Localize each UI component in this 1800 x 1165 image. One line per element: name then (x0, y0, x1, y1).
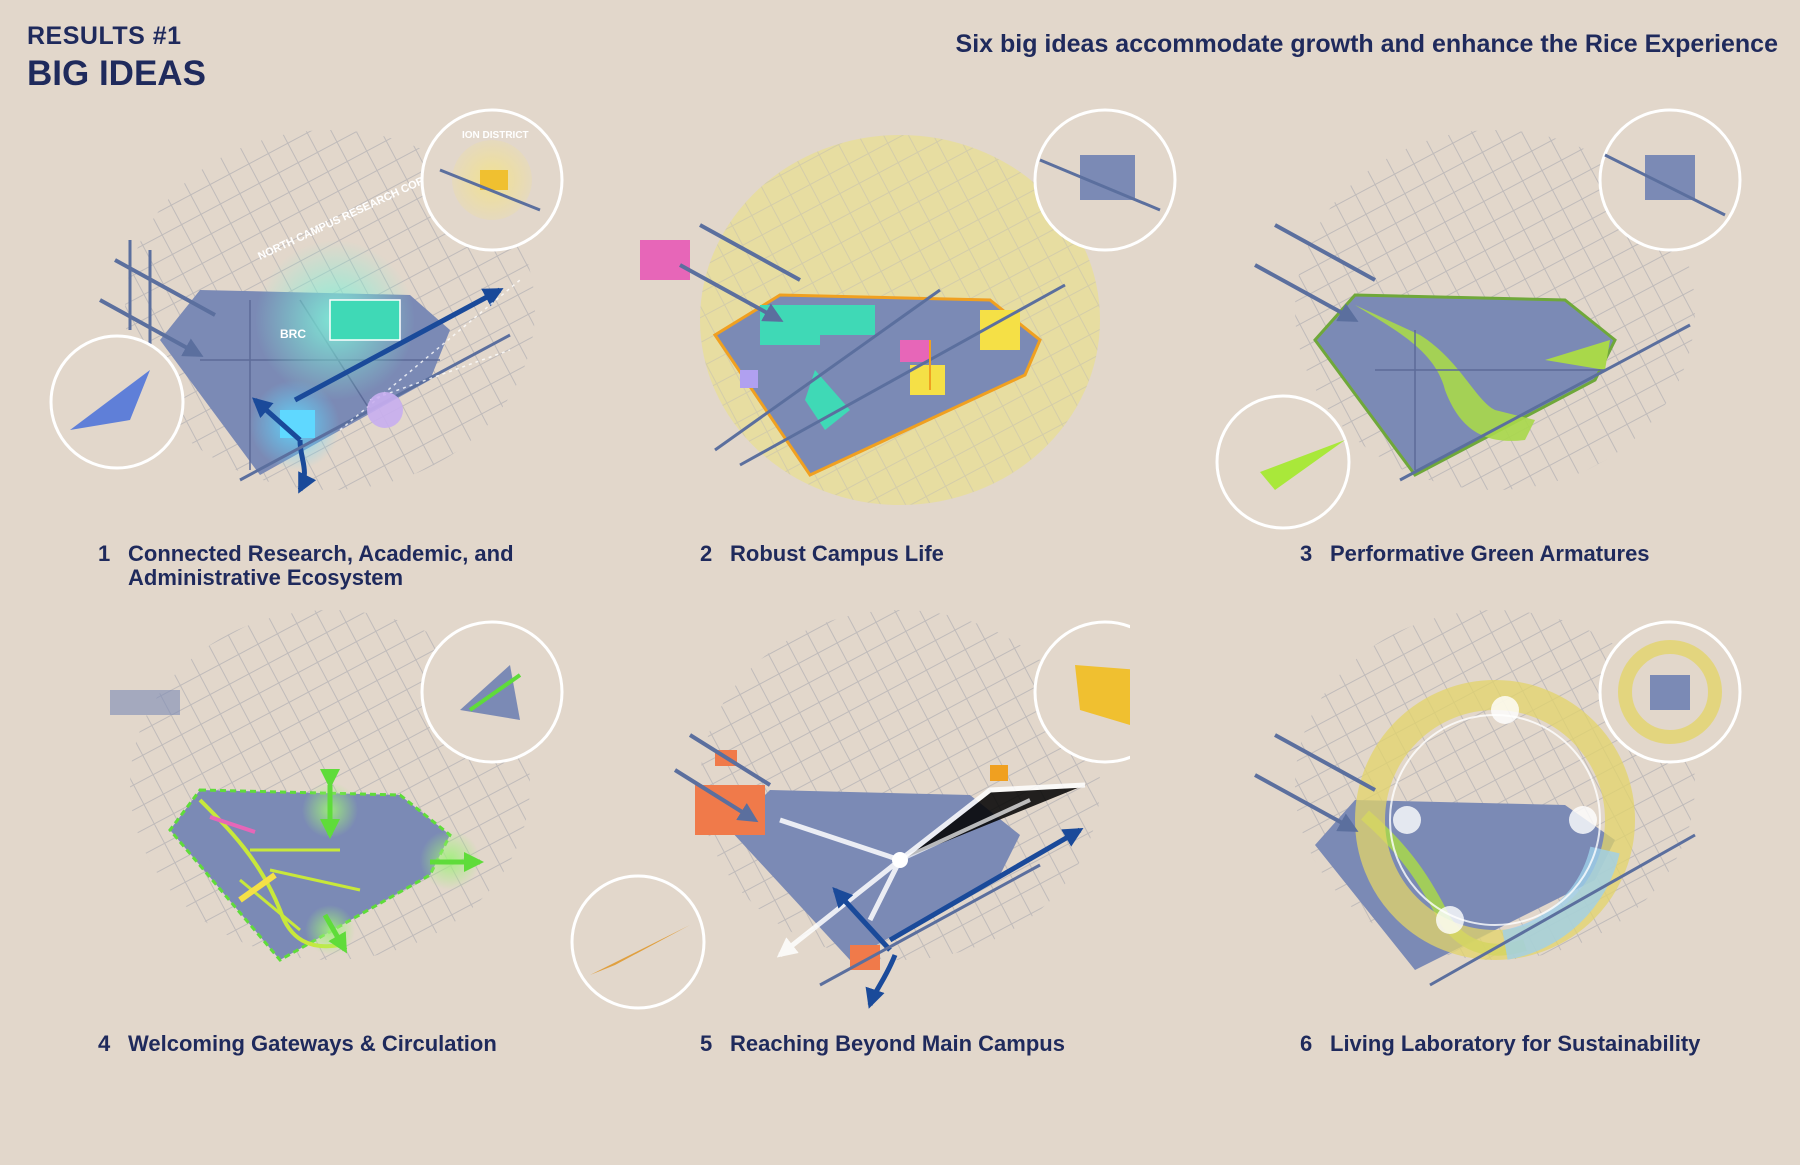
sustainability-map (1254, 610, 1742, 987)
panel-4-gateways: 4 Welcoming Gateways & Circulation (40, 610, 600, 1070)
campus-life-map (640, 108, 1177, 505)
map-label-brc: BRC (280, 327, 306, 341)
panel-6-label: Living Laboratory for Sustainability (1330, 1031, 1701, 1056)
panel-2-number: 2 (700, 541, 713, 566)
panel-3-caption: 3 Performative Green Armatures (1300, 542, 1650, 566)
panel-4-caption: 4 Welcoming Gateways & Circulation (98, 1032, 497, 1056)
green-armatures-map (1215, 108, 1742, 530)
panel-2-label: Robust Campus Life (730, 541, 944, 566)
page-title: BIG IDEAS (27, 54, 206, 93)
panel-2-caption: 2 Robust Campus Life (700, 542, 944, 566)
page-subtitle: Six big ideas accommodate growth and enh… (955, 30, 1778, 58)
panel-6-sustainability: 6 Living Laboratory for Sustainability (1205, 610, 1765, 1070)
inset-green-2 (1215, 394, 1351, 530)
beyond-campus-map (570, 610, 1130, 1010)
research-map: NORTH CAMPUS RESEARCH CORRIDOR BRC ION D… (49, 108, 564, 494)
map-label-ion-district: ION DISTRICT (462, 130, 529, 141)
panel-5-label: Reaching Beyond Main Campus (730, 1031, 1065, 1056)
panel-3-number: 3 (1300, 541, 1313, 566)
panel-1-research-ecosystem: NORTH CAMPUS RESEARCH CORRIDOR BRC ION D… (40, 100, 600, 590)
panel-6-caption: 6 Living Laboratory for Sustainability (1300, 1032, 1700, 1056)
panel-1-number: 1 (98, 541, 111, 566)
panel-3-green-armatures: 3 Performative Green Armatures (1205, 100, 1765, 566)
results-eyebrow: RESULTS #1 (27, 22, 182, 50)
panel-2-campus-life: 2 Robust Campus Life (640, 100, 1200, 566)
panel-4-label: Welcoming Gateways & Circulation (128, 1031, 497, 1056)
panel-5-number: 5 (700, 1031, 713, 1056)
panel-6-number: 6 (1300, 1031, 1313, 1056)
gateways-map (110, 610, 564, 962)
panel-5-beyond-campus: 5 Reaching Beyond Main Campus (570, 610, 1130, 1070)
panel-3-label: Performative Green Armatures (1330, 541, 1650, 566)
inset-beyond-2 (570, 874, 706, 1010)
panel-5-caption: 5 Reaching Beyond Main Campus (700, 1032, 1065, 1056)
panel-4-number: 4 (98, 1031, 111, 1056)
panel-1-label: Connected Research, Academic, and Admini… (128, 541, 514, 590)
panel-1-caption: 1 Connected Research, Academic, and Admin… (98, 542, 548, 590)
